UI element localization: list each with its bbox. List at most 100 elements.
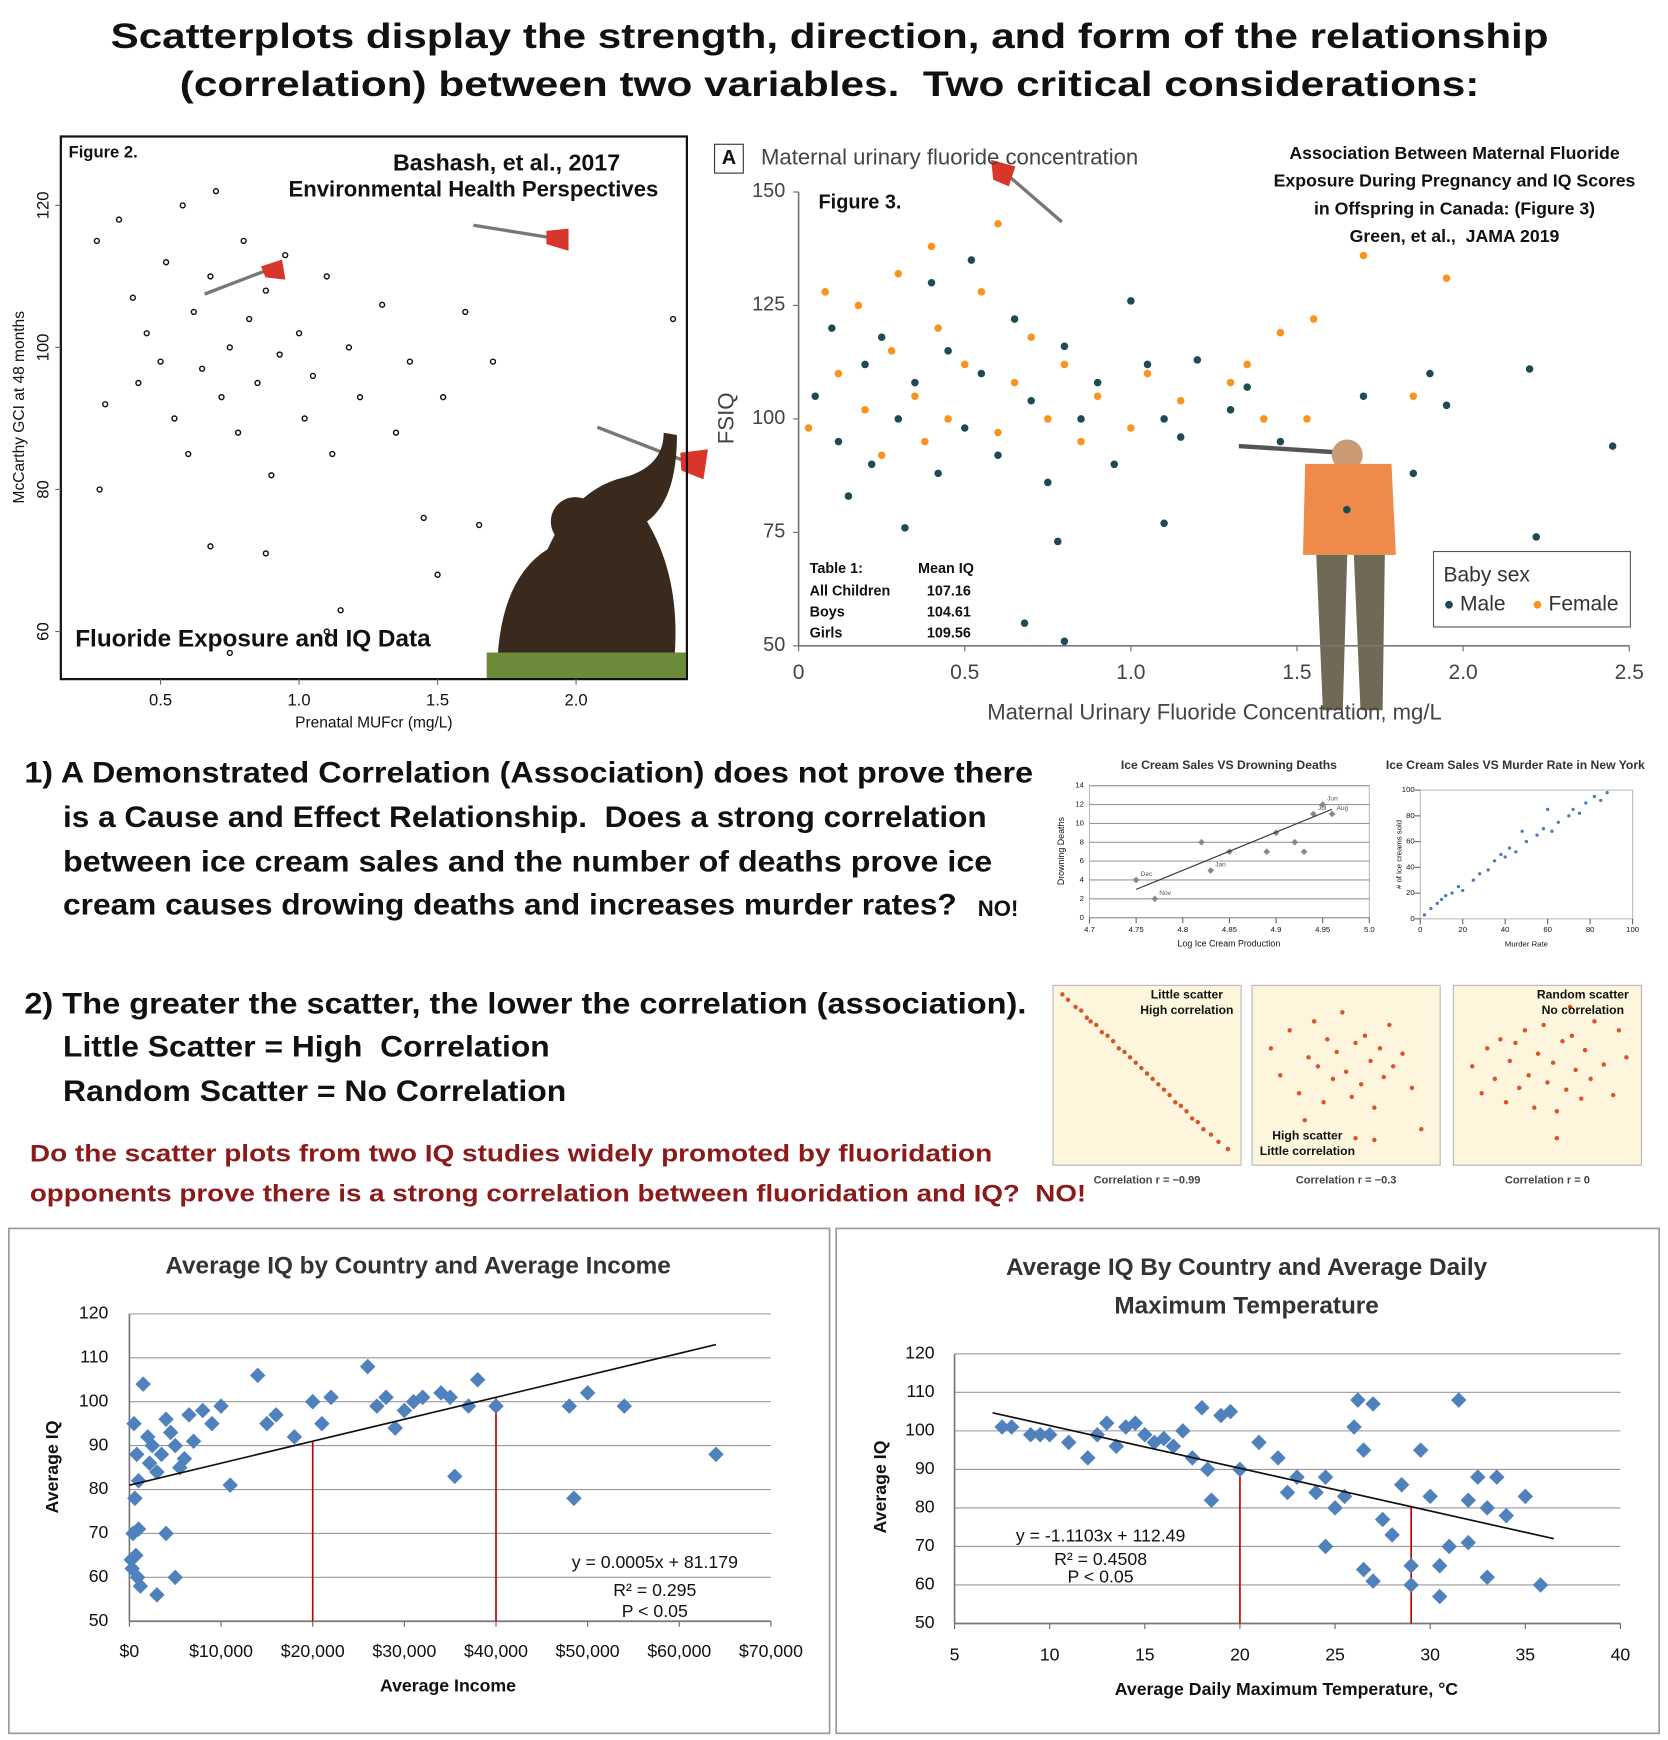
point xyxy=(1582,1047,1588,1053)
x-tick-label: 20 xyxy=(1458,925,1467,934)
x-tick-label: $10,000 xyxy=(189,1641,253,1661)
point xyxy=(877,333,886,341)
y-tick-label: 90 xyxy=(915,1458,935,1478)
point xyxy=(1435,901,1439,906)
point xyxy=(295,330,303,337)
table-cell: Girls xyxy=(810,625,843,641)
point xyxy=(1099,1415,1115,1431)
point xyxy=(1334,1049,1339,1055)
point xyxy=(1545,1080,1550,1085)
point xyxy=(1384,1527,1400,1543)
point xyxy=(222,1477,238,1493)
point-text: 1) A Demonstrated Correlation (Associati… xyxy=(24,756,1033,789)
y-tick-label: 60 xyxy=(1406,837,1415,846)
x-axis-label: Log Ice Cream Production xyxy=(1178,939,1281,949)
point xyxy=(249,1367,266,1384)
point xyxy=(126,1415,142,1432)
point xyxy=(1526,1073,1531,1078)
x-tick-label: 40 xyxy=(1501,925,1510,934)
point-label: Jun xyxy=(1327,796,1338,803)
point xyxy=(1550,829,1554,833)
point xyxy=(1377,1046,1383,1051)
point xyxy=(1409,1085,1415,1091)
annotation: No correlation xyxy=(1542,1003,1624,1017)
y-tick-label: 100 xyxy=(34,334,53,362)
x-tick-label: 4.75 xyxy=(1129,925,1144,934)
point xyxy=(1503,855,1507,859)
point xyxy=(1195,1119,1201,1125)
caption: Correlation r = −0.3 xyxy=(1296,1175,1397,1187)
point xyxy=(1099,1029,1105,1035)
chimp-head xyxy=(550,497,600,546)
x-tick-label: 0 xyxy=(793,661,805,684)
point xyxy=(1317,1469,1334,1485)
point xyxy=(1054,537,1062,546)
question: opponents prove there is a strong correl… xyxy=(30,1181,1086,1208)
x-tick-label: 10 xyxy=(1040,1644,1060,1664)
point xyxy=(1144,1071,1150,1076)
y-tick-label: 12 xyxy=(1075,800,1084,809)
y-tick-label: 50 xyxy=(915,1612,935,1632)
point xyxy=(1532,1105,1537,1110)
point xyxy=(1461,888,1465,893)
point xyxy=(1160,519,1168,528)
x-tick-label: 4.9 xyxy=(1271,925,1282,934)
dart xyxy=(991,159,1016,187)
y-tick-label: 120 xyxy=(79,1303,109,1323)
point xyxy=(960,424,969,432)
point xyxy=(867,460,876,469)
point xyxy=(1441,1538,1457,1555)
point xyxy=(1499,852,1503,857)
point xyxy=(439,393,447,401)
x-tick-label: 1.5 xyxy=(1282,661,1311,684)
point xyxy=(1278,1073,1283,1078)
point xyxy=(1393,1477,1410,1493)
point xyxy=(1208,1132,1214,1137)
point xyxy=(1201,1127,1206,1132)
point xyxy=(1263,848,1271,856)
point xyxy=(1343,1069,1349,1074)
point xyxy=(1403,1577,1419,1593)
point xyxy=(1232,1461,1248,1478)
point xyxy=(1409,392,1418,400)
point xyxy=(1094,1022,1099,1028)
point xyxy=(927,242,936,251)
point xyxy=(994,428,1002,437)
point-text: cream causes drowing deaths and increase… xyxy=(63,888,957,921)
point xyxy=(276,351,283,358)
point xyxy=(157,358,164,365)
point xyxy=(181,1407,197,1423)
point xyxy=(158,1411,174,1428)
point-label: Dec xyxy=(1141,871,1153,878)
x-tick-label: 0.5 xyxy=(149,691,172,710)
point xyxy=(1010,315,1019,323)
point xyxy=(1216,1139,1221,1145)
point xyxy=(616,1398,633,1414)
answer: NO! xyxy=(978,896,1019,921)
point xyxy=(804,424,813,432)
point xyxy=(262,550,269,557)
point xyxy=(1276,328,1285,337)
point xyxy=(1560,1038,1565,1044)
legend-marker xyxy=(1533,600,1542,609)
point xyxy=(167,1437,183,1454)
dart-shaft xyxy=(473,223,550,240)
point xyxy=(1419,1127,1424,1132)
point xyxy=(1517,1085,1522,1091)
point xyxy=(887,347,896,355)
point xyxy=(93,237,100,245)
point xyxy=(1132,876,1140,884)
point xyxy=(268,472,275,479)
point xyxy=(1492,1076,1497,1082)
point xyxy=(1010,378,1019,387)
point xyxy=(301,415,308,422)
x-axis-label: Maternal Urinary Fluoride Concentration,… xyxy=(987,699,1442,724)
y-tick-label: 80 xyxy=(89,1478,109,1498)
point xyxy=(1343,505,1351,514)
point xyxy=(1020,619,1029,627)
point xyxy=(1444,893,1448,898)
point xyxy=(944,347,952,355)
point xyxy=(1176,396,1185,405)
point xyxy=(1143,369,1152,378)
point xyxy=(1328,810,1336,818)
